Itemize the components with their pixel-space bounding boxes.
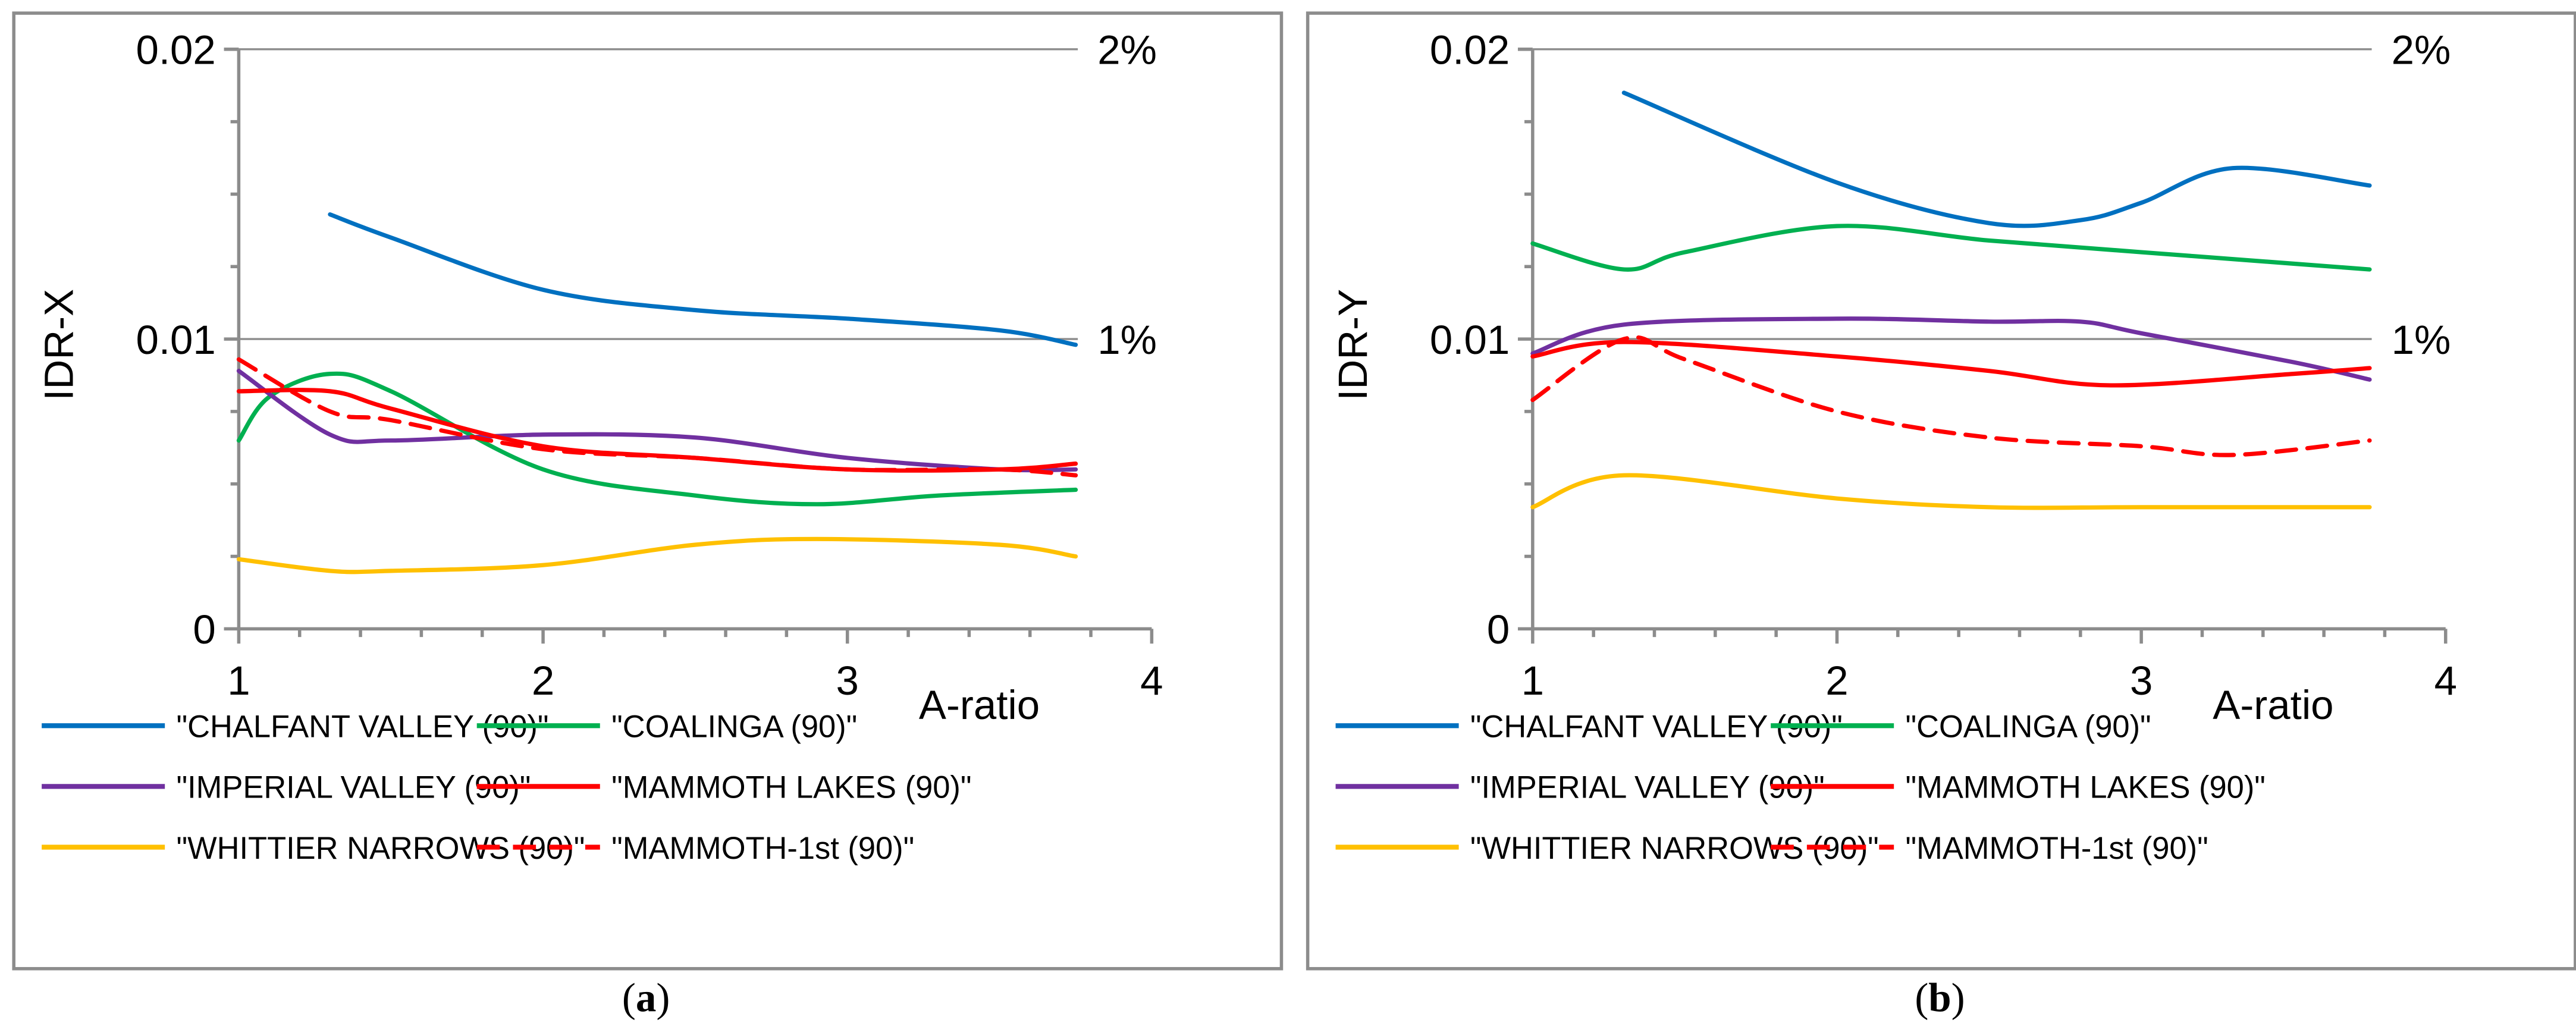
right-axis-label: 1% <box>1097 317 1157 363</box>
panel-label: a <box>636 975 657 1021</box>
series-line-1 <box>1530 224 2372 272</box>
legend-label: "MAMMOTH LAKES (90)" <box>1906 771 2266 805</box>
legend-label: "IMPERIAL VALLEY (90)" <box>1470 771 1825 805</box>
x-axis-label: A-ratio <box>2213 682 2333 728</box>
y-tick-label: 0.01 <box>136 317 215 363</box>
x-tick-label: 4 <box>1140 658 1163 704</box>
series-line-0 <box>1621 90 2372 228</box>
x-tick-label: 2 <box>532 658 554 704</box>
panel-caption: (a) <box>622 975 670 1021</box>
series-line-4 <box>236 536 1078 574</box>
series-line-5 <box>1530 335 2372 457</box>
y-axis-label: IDR-Y <box>1330 289 1376 401</box>
y-tick-label: 0.01 <box>1430 317 1510 363</box>
series-line-0 <box>328 212 1078 347</box>
x-tick-label: 1 <box>1521 658 1544 704</box>
legend-label: "MAMMOTH-1st (90)" <box>611 831 914 866</box>
x-tick-label: 4 <box>2434 658 2457 704</box>
series-line-2 <box>1530 316 2372 382</box>
legend-label: "IMPERIAL VALLEY (90)" <box>177 771 531 805</box>
series-line-3 <box>236 388 1078 473</box>
right-axis-label: 1% <box>2392 317 2451 363</box>
panel-border <box>1306 11 2576 971</box>
right-axis-label: 2% <box>1097 27 1157 73</box>
series-line-1 <box>236 371 1078 507</box>
x-tick-label: 1 <box>227 658 250 704</box>
y-tick-label: 0.02 <box>1430 27 1510 73</box>
series-line-4 <box>1530 473 2372 510</box>
legend-label: "COALINGA (90)" <box>611 710 857 745</box>
panel-label: b <box>1928 975 1951 1021</box>
panel-border <box>12 11 1284 971</box>
y-tick-label: 0 <box>193 607 215 652</box>
x-tick-label: 3 <box>2130 658 2153 704</box>
legend-label: "MAMMOTH-1st (90)" <box>1906 831 2208 866</box>
y-axis-label: IDR-X <box>36 289 82 401</box>
x-tick-label: 3 <box>836 658 859 704</box>
x-tick-label: 2 <box>1825 658 1848 704</box>
series-line-2 <box>236 369 1078 473</box>
y-tick-label: 0 <box>1487 607 1510 652</box>
series-line-3 <box>1530 340 2372 388</box>
legend-label: "MAMMOTH LAKES (90)" <box>611 771 971 805</box>
x-axis-label: A-ratio <box>919 682 1040 728</box>
y-tick-label: 0.02 <box>136 27 215 73</box>
series-line-5 <box>236 357 1078 478</box>
panel-caption: (b) <box>1915 975 1965 1021</box>
legend-label: "COALINGA (90)" <box>1906 710 2151 745</box>
right-axis-label: 2% <box>2392 27 2451 73</box>
